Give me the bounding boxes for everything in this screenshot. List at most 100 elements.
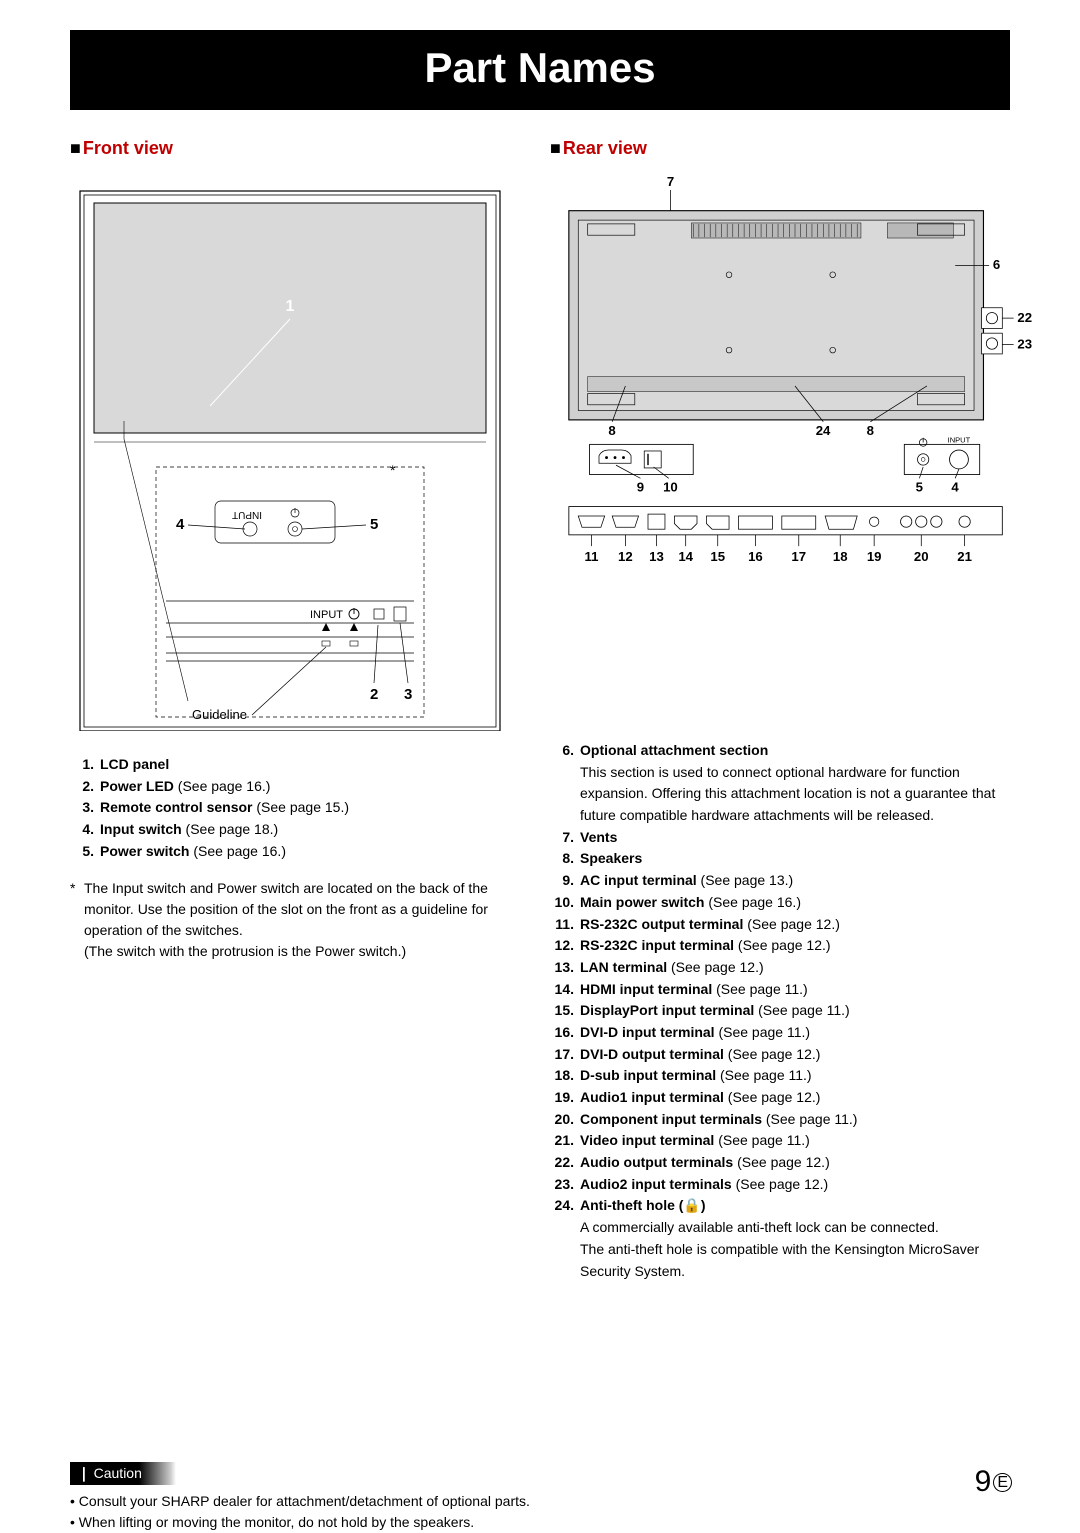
parts-list-row: 23.Audio2 input terminals (See page 12.) bbox=[550, 1174, 1010, 1196]
list-number: 7. bbox=[550, 827, 580, 849]
list-text: Anti-theft hole (🔒) bbox=[580, 1195, 1010, 1217]
svg-text:3: 3 bbox=[404, 686, 412, 703]
parts-list-row: 7.Vents bbox=[550, 827, 1010, 849]
parts-list-row: 15.DisplayPort input terminal (See page … bbox=[550, 1000, 1010, 1022]
svg-text:11: 11 bbox=[584, 549, 598, 564]
footnote-line: The Input switch and Power switch are lo… bbox=[84, 878, 530, 941]
list-text: Video input terminal (See page 11.) bbox=[580, 1130, 1010, 1152]
parts-list-row: 14.HDMI input terminal (See page 11.) bbox=[550, 979, 1010, 1001]
list-text: Audio output terminals (See page 12.) bbox=[580, 1152, 1010, 1174]
list-number: 11. bbox=[550, 914, 580, 936]
left-column: Front view 1 * bbox=[70, 138, 530, 1282]
parts-list-row: 17.DVI-D output terminal (See page 12.) bbox=[550, 1044, 1010, 1066]
rear-view-heading: Rear view bbox=[550, 138, 1010, 159]
svg-text:4: 4 bbox=[951, 479, 959, 494]
list-number: 15. bbox=[550, 1000, 580, 1022]
svg-text:5: 5 bbox=[916, 479, 923, 494]
list-text: Speakers bbox=[580, 848, 1010, 870]
list-text: RS-232C input terminal (See page 12.) bbox=[580, 935, 1010, 957]
parts-list-row: 10.Main power switch (See page 16.) bbox=[550, 892, 1010, 914]
parts-list-row: 2.Power LED (See page 16.) bbox=[70, 776, 530, 798]
list-text: Audio1 input terminal (See page 12.) bbox=[580, 1087, 1010, 1109]
parts-list-row: 8.Speakers bbox=[550, 848, 1010, 870]
list-text: Power switch (See page 16.) bbox=[100, 841, 530, 863]
svg-text:Guideline: Guideline bbox=[192, 707, 247, 722]
list-number: 3. bbox=[70, 797, 100, 819]
svg-text:1: 1 bbox=[286, 298, 295, 315]
caution-item: Consult your SHARP dealer for attachment… bbox=[70, 1491, 1010, 1512]
parts-list-row: 6.Optional attachment section bbox=[550, 740, 1010, 762]
list-text: DisplayPort input terminal (See page 11.… bbox=[580, 1000, 1010, 1022]
list-text: DVI-D input terminal (See page 11.) bbox=[580, 1022, 1010, 1044]
list-number: 20. bbox=[550, 1109, 580, 1131]
list-number: 16. bbox=[550, 1022, 580, 1044]
parts-list-row: 12.RS-232C input terminal (See page 12.) bbox=[550, 935, 1010, 957]
parts-list-row: 16.DVI-D input terminal (See page 11.) bbox=[550, 1022, 1010, 1044]
list-number: 9. bbox=[550, 870, 580, 892]
list-text: Optional attachment section bbox=[580, 740, 1010, 762]
list-number: 13. bbox=[550, 957, 580, 979]
list-text: Audio2 input terminals (See page 12.) bbox=[580, 1174, 1010, 1196]
svg-text:8: 8 bbox=[867, 423, 874, 438]
parts-list-row: 1.LCD panel bbox=[70, 754, 530, 776]
list-text: Vents bbox=[580, 827, 1010, 849]
list-text: Power LED (See page 16.) bbox=[100, 776, 530, 798]
list-number: 8. bbox=[550, 848, 580, 870]
svg-text:18: 18 bbox=[833, 549, 848, 564]
svg-text:10: 10 bbox=[663, 479, 678, 494]
list-number: 18. bbox=[550, 1065, 580, 1087]
right-column: Rear view 7 bbox=[550, 138, 1010, 1282]
parts-list-row: 18.D-sub input terminal (See page 11.) bbox=[550, 1065, 1010, 1087]
page-title: Part Names bbox=[70, 30, 1010, 110]
svg-text:INPUT: INPUT bbox=[948, 435, 971, 444]
list-number: 6. bbox=[550, 740, 580, 762]
svg-text:5: 5 bbox=[370, 516, 378, 533]
list-number: 5. bbox=[70, 841, 100, 863]
svg-text:6: 6 bbox=[993, 257, 1000, 272]
svg-text:*: * bbox=[390, 462, 396, 478]
list-number: 19. bbox=[550, 1087, 580, 1109]
svg-text:INPUT: INPUT bbox=[232, 509, 262, 520]
list-number: 1. bbox=[70, 754, 100, 776]
svg-text:14: 14 bbox=[678, 549, 693, 564]
list-text: Main power switch (See page 16.) bbox=[580, 892, 1010, 914]
svg-text:16: 16 bbox=[748, 549, 763, 564]
front-parts-list: 1.LCD panel2.Power LED (See page 16.)3.R… bbox=[70, 754, 530, 862]
caution-label: Caution bbox=[70, 1462, 176, 1485]
two-column-layout: Front view 1 * bbox=[70, 138, 1010, 1282]
svg-text:24: 24 bbox=[816, 423, 831, 438]
parts-list-row: 11.RS-232C output terminal (See page 12.… bbox=[550, 914, 1010, 936]
list-text: Input switch (See page 18.) bbox=[100, 819, 530, 841]
list-text: LCD panel bbox=[100, 754, 530, 776]
list-subtext: This section is used to connect optional… bbox=[550, 762, 1010, 827]
caution-block: Caution Consult your SHARP dealer for at… bbox=[70, 1462, 1010, 1533]
list-number: 24. bbox=[550, 1195, 580, 1217]
parts-list-row: 4.Input switch (See page 18.) bbox=[70, 819, 530, 841]
svg-text:22: 22 bbox=[1017, 310, 1032, 325]
rear-view-diagram: 7 bbox=[550, 171, 1010, 572]
svg-text:17: 17 bbox=[791, 549, 806, 564]
list-number: 14. bbox=[550, 979, 580, 1001]
parts-list-row: 19.Audio1 input terminal (See page 12.) bbox=[550, 1087, 1010, 1109]
parts-list-row: 13.LAN terminal (See page 12.) bbox=[550, 957, 1010, 979]
list-number: 23. bbox=[550, 1174, 580, 1196]
list-number: 21. bbox=[550, 1130, 580, 1152]
parts-list-row: 21.Video input terminal (See page 11.) bbox=[550, 1130, 1010, 1152]
page-number-digit: 9 bbox=[975, 1465, 992, 1498]
list-text: D-sub input terminal (See page 11.) bbox=[580, 1065, 1010, 1087]
page-letter: E bbox=[993, 1473, 1012, 1492]
front-footnote: * The Input switch and Power switch are … bbox=[70, 878, 530, 962]
parts-list-row: 22.Audio output terminals (See page 12.) bbox=[550, 1152, 1010, 1174]
page-number: 9E bbox=[975, 1465, 1012, 1499]
svg-text:21: 21 bbox=[957, 549, 972, 564]
list-subtext: The anti-theft hole is compatible with t… bbox=[550, 1239, 1010, 1282]
list-text: RS-232C output terminal (See page 12.) bbox=[580, 914, 1010, 936]
list-number: 12. bbox=[550, 935, 580, 957]
parts-list-row: 9.AC input terminal (See page 13.) bbox=[550, 870, 1010, 892]
list-text: HDMI input terminal (See page 11.) bbox=[580, 979, 1010, 1001]
caution-item: When lifting or moving the monitor, do n… bbox=[70, 1512, 1010, 1533]
list-text: Component input terminals (See page 11.) bbox=[580, 1109, 1010, 1131]
list-number: 4. bbox=[70, 819, 100, 841]
front-view-heading: Front view bbox=[70, 138, 530, 159]
svg-text:7: 7 bbox=[667, 174, 674, 189]
